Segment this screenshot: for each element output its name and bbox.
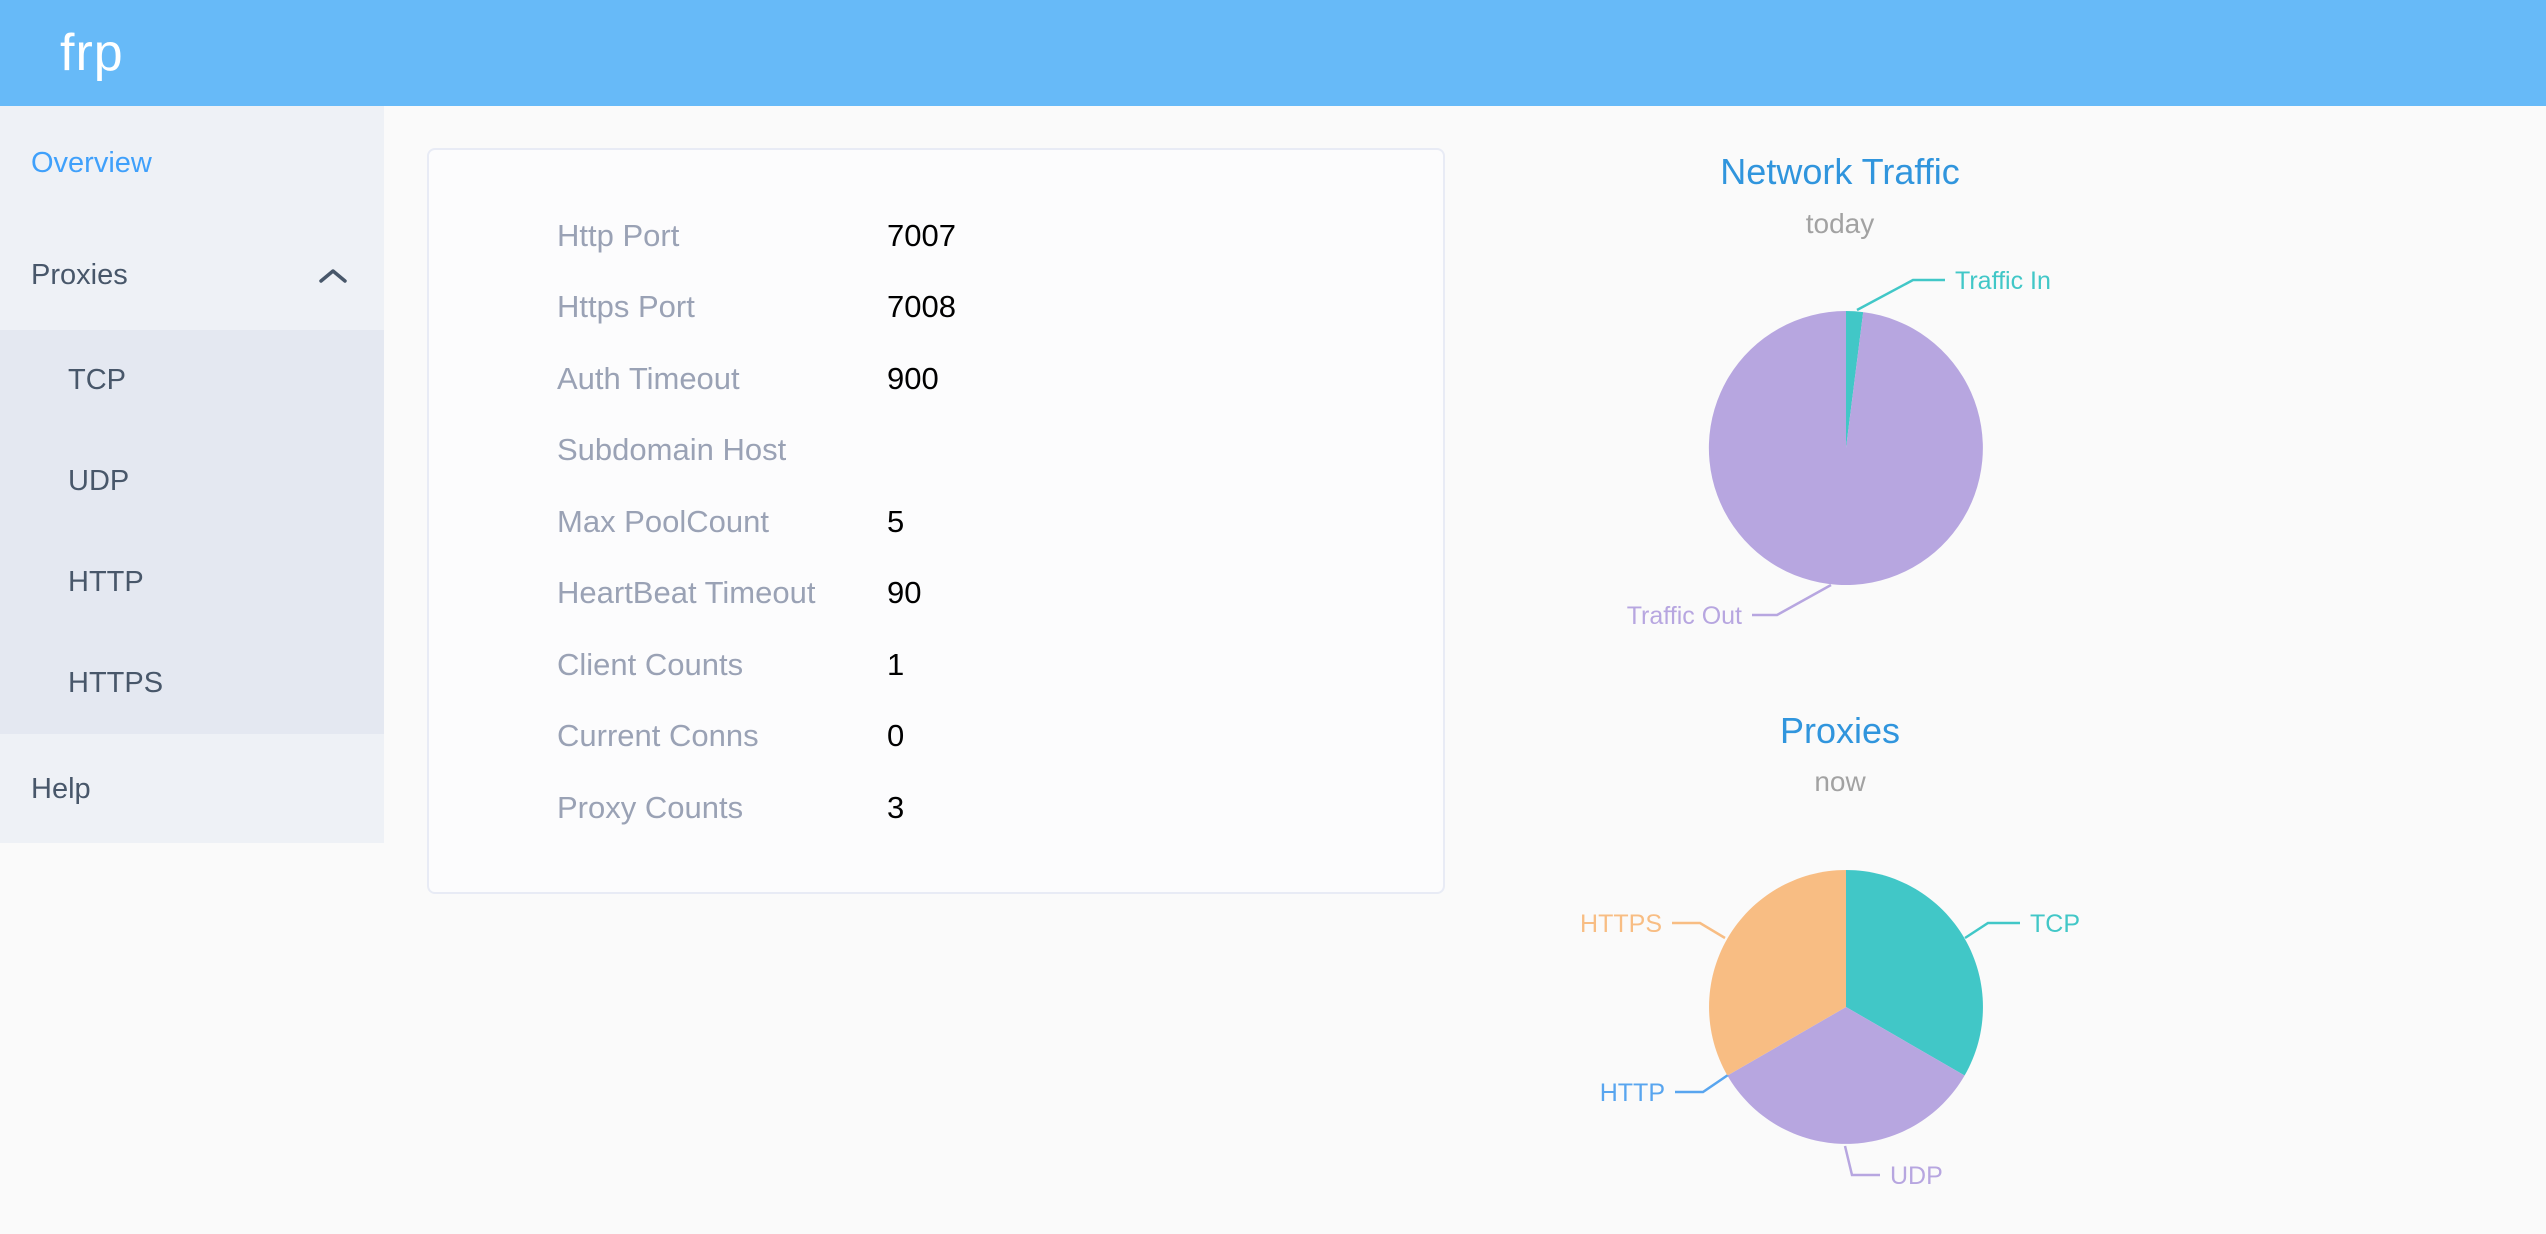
info-row-value: 1	[887, 646, 905, 682]
info-row-value: 7008	[887, 289, 956, 325]
header-bar: frp	[0, 0, 2546, 106]
info-row-value: 0	[887, 718, 905, 754]
traffic-out-slice[interactable]	[1708, 310, 1983, 585]
sidebar-item-overview-label: Overview	[31, 147, 152, 179]
sidebar-item-udp[interactable]: UDP	[0, 431, 384, 532]
proxies-chart-title: Proxies	[1779, 710, 1901, 751]
sidebar-item-http-label: HTTP	[68, 566, 144, 598]
sidebar-item-udp-label: UDP	[68, 465, 130, 497]
udp-callout-line	[1843, 1145, 1880, 1177]
https-callout-line	[1672, 921, 1726, 940]
https-slice[interactable]	[1709, 870, 1846, 1076]
server-info-card: Http Port 7007 Https Port 7008 Auth Timeout 9…	[427, 148, 1445, 894]
info-row-value: 7007	[887, 217, 956, 253]
http-callout-line	[1675, 1073, 1729, 1094]
tcp-callout-line	[1964, 921, 2020, 940]
network-traffic-pie-chart: Traffic In Traffic Out	[1627, 267, 2051, 630]
info-row: HeartBeat Timeout 90	[429, 558, 1443, 630]
sidebar-item-proxies[interactable]: Proxies	[0, 221, 384, 330]
info-row: Subdomain Host	[429, 415, 1443, 487]
info-row: Auth Timeout 900	[429, 343, 1443, 415]
https-label: HTTPS	[1580, 910, 1662, 938]
proxies-pie-chart: TCP UDP HTTP HTTPS	[1580, 870, 2080, 1190]
info-row-label: Http Port	[557, 217, 680, 253]
network-traffic-subtitle: today	[1805, 208, 1875, 239]
sidebar-item-http[interactable]: HTTP	[0, 532, 384, 633]
traffic-out-callout-line	[1752, 583, 1832, 617]
info-row-value: 90	[887, 575, 922, 611]
tcp-slice[interactable]	[1846, 870, 1983, 1076]
sidebar: Overview Proxies TCP UDP HTTP HTTPS Help	[0, 106, 384, 843]
sidebar-item-help[interactable]: Help	[0, 734, 384, 844]
sidebar-item-tcp-label: TCP	[68, 364, 126, 396]
info-row: Http Port 7007	[429, 200, 1443, 272]
info-row: Https Port 7008	[429, 272, 1443, 344]
info-row-value: 3	[887, 789, 905, 825]
info-row-label: Current Conns	[557, 718, 759, 754]
info-row: Client Counts 1	[429, 629, 1443, 701]
udp-slice[interactable]	[1727, 1007, 1965, 1144]
info-row-label: Proxy Counts	[557, 789, 744, 825]
sidebar-item-overview[interactable]: Overview	[0, 106, 384, 221]
udp-label: UDP	[1890, 1162, 1943, 1190]
server-info-rows: Http Port 7007 Https Port 7008 Auth Timeout 9…	[429, 200, 1443, 844]
sidebar-item-help-label: Help	[31, 772, 91, 805]
proxies-submenu: TCP UDP HTTP HTTPS	[0, 330, 384, 734]
info-row-label: Subdomain Host	[557, 432, 787, 468]
info-row-label: Max PoolCount	[557, 503, 769, 539]
info-row-label: Https Port	[557, 289, 695, 325]
sidebar-item-proxies-label: Proxies	[31, 259, 128, 291]
info-row-value: 900	[887, 360, 939, 396]
chevron-up-icon	[319, 268, 347, 283]
traffic-in-slice[interactable]	[1846, 311, 1864, 448]
sidebar-item-https[interactable]: HTTPS	[0, 633, 384, 734]
traffic-out-label: Traffic Out	[1627, 602, 1742, 630]
traffic-in-callout-line	[1856, 278, 1945, 312]
info-row-label: HeartBeat Timeout	[557, 575, 816, 611]
sidebar-item-tcp[interactable]: TCP	[0, 330, 384, 431]
network-traffic-title: Network Traffic	[1720, 151, 1960, 192]
traffic-in-label: Traffic In	[1955, 267, 2051, 295]
http-label: HTTP	[1600, 1079, 1665, 1107]
app-logo: frp	[60, 24, 124, 82]
info-row-label: Auth Timeout	[557, 360, 740, 396]
info-row-label: Client Counts	[557, 646, 744, 682]
info-row-value: 5	[887, 503, 905, 539]
sidebar-item-https-label: HTTPS	[68, 667, 164, 699]
info-row: Current Conns 0	[429, 701, 1443, 773]
tcp-label: TCP	[2030, 910, 2080, 938]
info-row: Proxy Counts 3	[429, 772, 1443, 844]
proxies-chart-subtitle: now	[1814, 766, 1866, 797]
info-row: Max PoolCount 5	[429, 486, 1443, 558]
